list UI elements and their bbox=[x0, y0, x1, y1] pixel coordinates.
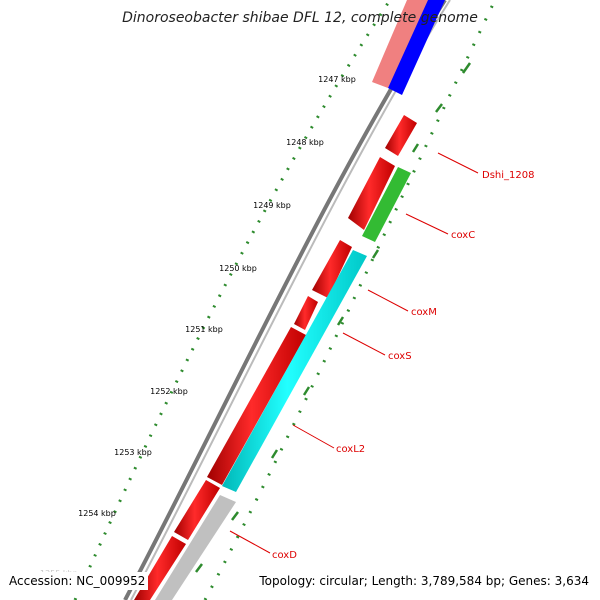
gene-gray bbox=[155, 495, 236, 600]
gc-dotted-track-outer bbox=[73, 0, 392, 600]
gene-label-coxd: coxD bbox=[272, 550, 297, 561]
gene-coxc bbox=[362, 167, 411, 242]
feature-blue bbox=[388, 0, 445, 95]
gene-labels: Dshi_1208 coxC coxM coxS coxL2 coxD bbox=[272, 170, 534, 561]
gene-label-dshi-1208: Dshi_1208 bbox=[482, 170, 534, 181]
gene-label-coxc: coxC bbox=[451, 230, 475, 241]
gene-cds-red-3 bbox=[294, 296, 318, 330]
tick-label-1254: 1254 kbp bbox=[78, 509, 116, 518]
gene-label-coxm: coxM bbox=[411, 307, 437, 318]
gene-cds-red-4 bbox=[207, 327, 306, 485]
tick-label-1253: 1253 kbp bbox=[114, 448, 152, 457]
gc-dotted-track-inner bbox=[203, 0, 497, 600]
tick-label-1247: 1247 kbp bbox=[318, 75, 356, 84]
map-title: Dinoroseobacter shibae DFL 12, complete … bbox=[122, 10, 478, 26]
genome-summary: Topology: circular; Length: 3,789,584 bp… bbox=[256, 572, 592, 590]
callout-lines bbox=[229, 152, 479, 554]
tick-label-1251: 1251 kbp bbox=[185, 325, 223, 334]
accession-label: Accession: NC_009952 bbox=[6, 572, 149, 590]
tick-label-1250: 1250 kbp bbox=[219, 264, 257, 273]
gene-label-coxl2: coxL2 bbox=[336, 444, 365, 455]
tick-labels: 1247 kbp 1248 kbp 1249 kbp 1250 kbp 1251… bbox=[78, 75, 356, 518]
gene-cds-red-1 bbox=[348, 157, 395, 230]
feature-pink bbox=[372, 0, 430, 88]
tick-label-1248: 1248 kbp bbox=[286, 138, 324, 147]
gene-label-coxs: coxS bbox=[388, 351, 412, 362]
gene-cds-red-2 bbox=[312, 240, 352, 298]
gene-dshi-1208 bbox=[385, 115, 417, 156]
tick-label-1252: 1252 kbp bbox=[150, 387, 188, 396]
tick-label-1249: 1249 kbp bbox=[253, 201, 291, 210]
gene-cyan bbox=[222, 250, 367, 492]
gene-cds-red-5 bbox=[174, 480, 220, 540]
